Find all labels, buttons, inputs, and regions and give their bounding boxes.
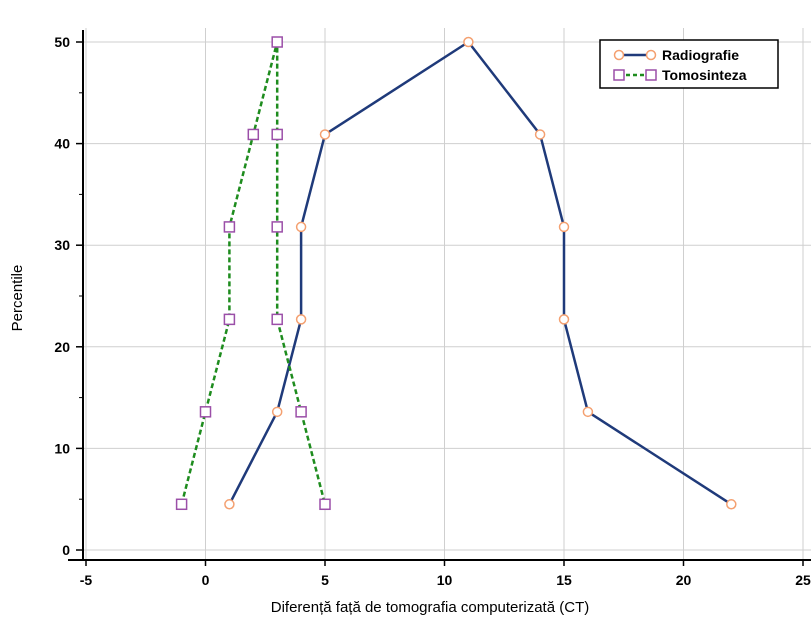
point-tomosinteza [247, 128, 260, 141]
point-radiografie [295, 221, 307, 233]
point-tomosinteza [223, 221, 236, 233]
legend-label-tomosinteza: Tomosinteza [662, 67, 747, 83]
point-tomosinteza [223, 313, 236, 326]
point-radiografie [271, 406, 283, 418]
series-lines [175, 36, 737, 511]
point-tomosinteza [295, 406, 307, 418]
y-tick-label: 40 [54, 136, 70, 152]
x-tick-label: 15 [556, 572, 572, 588]
x-tick-label: 0 [202, 572, 210, 588]
point-radiografie [726, 499, 737, 510]
x-tick-label: 20 [676, 572, 692, 588]
legend-marker-radiografie [613, 49, 625, 61]
y-axis-title: Percentile [9, 265, 26, 332]
grid-lines [83, 28, 811, 560]
x-tick-label: 10 [437, 572, 453, 588]
legend-label-radiografie: Radiografie [662, 47, 739, 63]
y-tick-label: 50 [54, 34, 70, 50]
point-tomosinteza [319, 498, 331, 511]
point-radiografie [295, 314, 307, 325]
legend-marker-radiografie-end [645, 49, 657, 61]
series-line-tomosinteza [180, 40, 327, 505]
x-tick-label: -5 [80, 572, 93, 588]
y-tick-label: 30 [54, 237, 70, 253]
point-tomosinteza [271, 36, 283, 48]
point-radiografie [463, 36, 474, 48]
point-tomosinteza [271, 313, 283, 326]
point-tomosinteza [271, 221, 283, 233]
point-tomosinteza [175, 498, 188, 511]
ticks: -5 0 5 10 15 20 25 0 10 20 30 40 50 [54, 34, 811, 588]
series-line-radiografie [228, 40, 732, 506]
point-radiografie [558, 221, 570, 233]
x-tick-label: 5 [321, 572, 329, 588]
legend-marker-tomosinteza-end [645, 69, 657, 81]
point-radiografie [319, 129, 331, 140]
axes [68, 30, 811, 561]
y-tick-label: 10 [54, 440, 70, 456]
point-radiografie [534, 129, 546, 140]
point-radiografie [558, 314, 570, 325]
point-tomosinteza [271, 128, 283, 141]
point-radiografie [224, 499, 235, 510]
legend-marker-tomosinteza [613, 69, 625, 81]
y-tick-label: 20 [54, 339, 70, 355]
x-axis-title: Diferență față de tomografia computeriza… [271, 599, 589, 616]
legend: Radiografie Tomosinteza [599, 39, 779, 89]
y-tick-label: 0 [62, 542, 70, 558]
point-radiografie [582, 406, 594, 418]
legend-box [599, 39, 779, 89]
point-tomosinteza [199, 406, 212, 418]
x-tick-label: 25 [795, 572, 811, 588]
